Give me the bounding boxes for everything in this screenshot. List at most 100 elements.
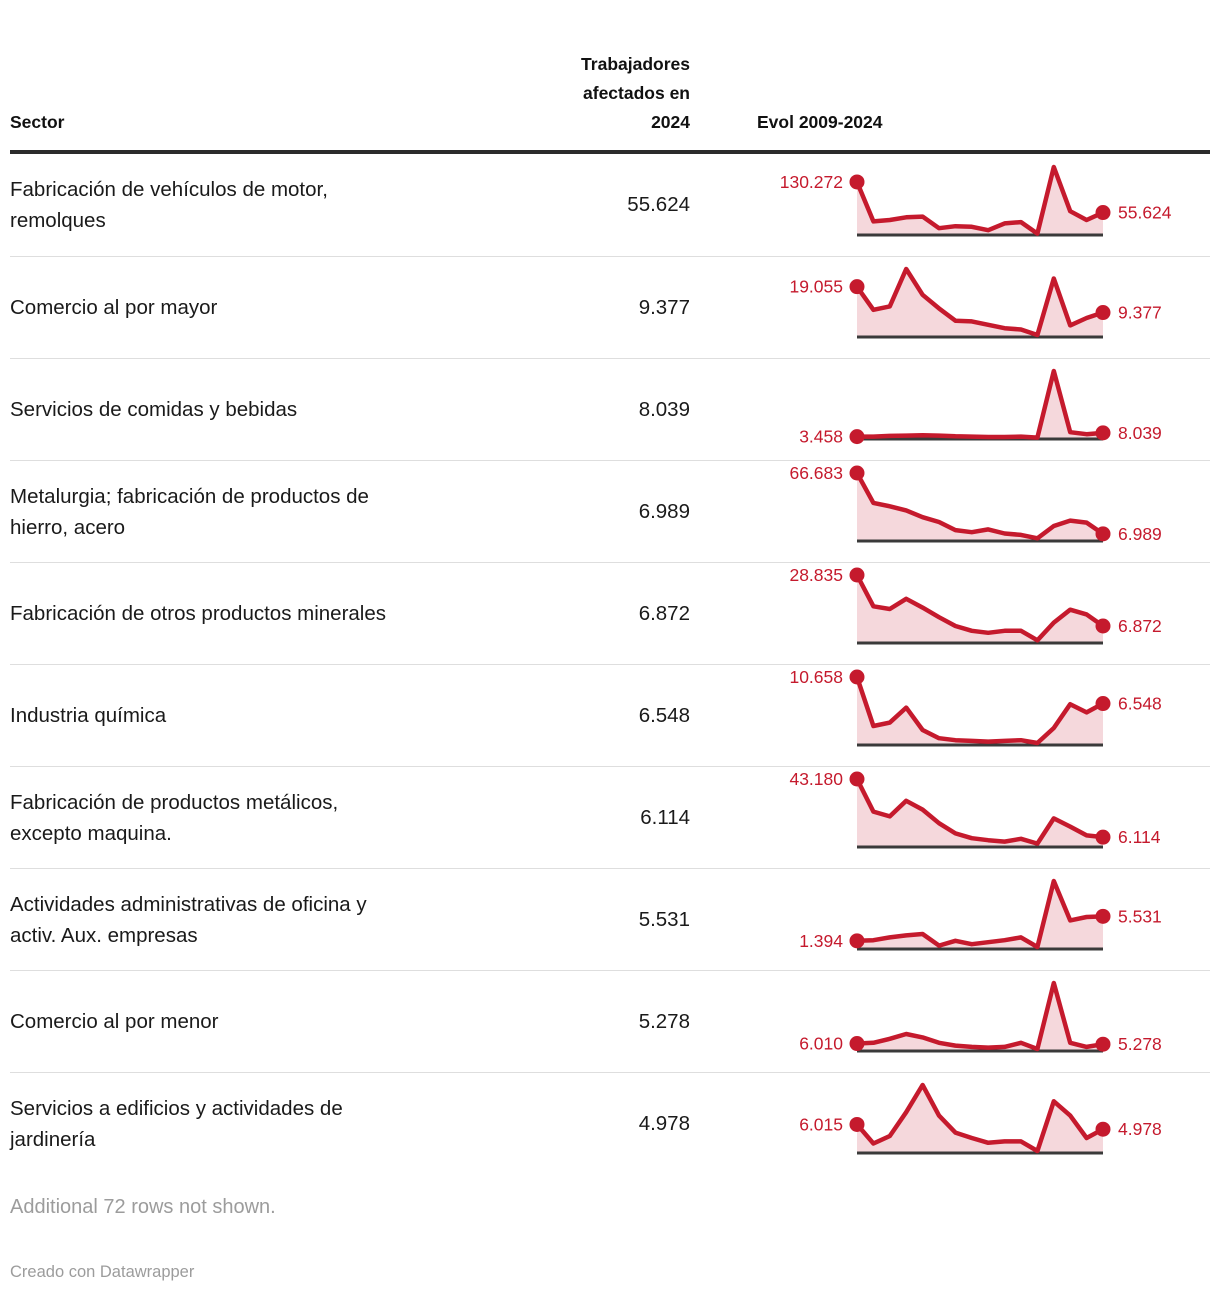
evolution-sparkline-cell: 1.394 5.531 (690, 869, 1210, 970)
sparkline-end-dot (1095, 618, 1111, 634)
sparkline-chart: 66.683 6.989 (789, 463, 1162, 544)
sparkline-end-label: 9.377 (1118, 303, 1162, 323)
sparkline-start-label: 6.010 (799, 1034, 843, 1054)
sparkline-end-label: 55.624 (1118, 203, 1172, 223)
sector-name-cell: Fabricación de vehículos de motor, remol… (10, 174, 480, 236)
table-row: Metalurgia; fabricación de productos de … (10, 460, 1210, 562)
sparkline-area (857, 371, 1103, 439)
sparkline-start-label: 130.272 (780, 172, 843, 192)
sparkline-line (854, 266, 1106, 338)
evolution-sparkline-cell: 6.015 4.978 (690, 1073, 1210, 1174)
sector-name: Comercio al por menor (10, 1010, 219, 1033)
sparkline-start-dot (849, 174, 865, 190)
sparkline-end-label: 6.989 (1118, 524, 1162, 544)
table-row: Servicios a edificios y actividades de j… (10, 1072, 1210, 1174)
sparkline-line (854, 470, 1106, 541)
sparkline-chart: 130.272 55.624 (780, 164, 1172, 237)
evolution-sparkline-cell: 130.272 55.624 (690, 154, 1210, 256)
table-row: Comercio al por mayor 9.377 19.055 9.377 (10, 256, 1210, 358)
affected-2024-value: 6.872 (638, 601, 690, 625)
sparkline-chart: 43.180 6.114 (789, 769, 1161, 849)
sparkline-chart: 1.394 5.531 (799, 878, 1162, 951)
table-row: Fabricación de vehículos de motor, remol… (10, 154, 1210, 256)
sparkline-area (857, 269, 1103, 337)
affected-2024-value: 5.278 (638, 1009, 690, 1033)
table-header: Sector Trabajadores afectados en 2024 Ev… (10, 0, 1210, 154)
col-header-sector: Sector (10, 112, 65, 132)
sparkline-end-label: 6.548 (1118, 694, 1162, 714)
affected-2024-value: 6.548 (638, 703, 690, 727)
sector-name-cell: Comercio al por mayor (10, 292, 480, 323)
affected-2024-value: 8.039 (638, 397, 690, 421)
sparkline-chart: 10.658 6.548 (789, 667, 1162, 747)
sparkline-line (854, 674, 1106, 746)
col-header-value: Trabajadores afectados en 2024 (480, 50, 690, 137)
sector-name-cell: Servicios a edificios y actividades de j… (10, 1093, 480, 1155)
sparkline-end-label: 5.278 (1118, 1034, 1162, 1054)
sparkline-start-dot (849, 465, 865, 481)
affected-2024-value: 4.978 (638, 1111, 690, 1135)
sparkline-chart: 19.055 9.377 (789, 266, 1162, 339)
sparkline-start-dot (849, 429, 865, 445)
sparkline-start-label: 28.835 (789, 565, 843, 585)
evolution-sparkline-cell: 10.658 6.548 (690, 665, 1210, 766)
sparkline-area (857, 983, 1103, 1051)
sparkline-area (857, 575, 1103, 643)
table-row: Fabricación de otros productos minerales… (10, 562, 1210, 664)
table-row: Servicios de comidas y bebidas 8.039 3.458… (10, 358, 1210, 460)
table-row: Comercio al por menor 5.278 6.010 5.278 (10, 970, 1210, 1072)
affected-2024-value: 6.989 (638, 499, 690, 523)
sparkline-chart: 28.835 6.872 (789, 565, 1162, 645)
sector-name-cell: Comercio al por menor (10, 1006, 480, 1037)
sector-name: Industria química (10, 704, 167, 727)
sparkline-line (854, 164, 1106, 236)
sparkline-end-label: 6.114 (1118, 827, 1161, 847)
sector-name-cell: Metalurgia; fabricación de productos de … (10, 481, 480, 543)
sector-name-cell: Fabricación de productos metálicos, exce… (10, 787, 480, 849)
evolution-sparkline-cell: 66.683 6.989 (690, 461, 1210, 562)
sparkline-area (857, 779, 1103, 847)
sparkline-start-dot (849, 771, 865, 787)
sparkline-chart: 6.010 5.278 (799, 980, 1162, 1054)
col-header-evol: Evol 2009-2024 (757, 112, 883, 132)
sparkline-line (854, 368, 1106, 440)
sparkline-area (857, 473, 1103, 541)
sector-name: Actividades administrativas de oficina y… (10, 892, 367, 947)
sparkline-end-dot (1095, 305, 1111, 321)
affected-2024-value: 6.114 (640, 805, 690, 829)
sparkline-start-dot (849, 669, 865, 685)
table-row: Actividades administrativas de oficina y… (10, 868, 1210, 970)
sparkline-line (854, 980, 1106, 1052)
affected-2024-value: 55.624 (627, 193, 690, 216)
sparkline-end-dot (1095, 908, 1111, 924)
evolution-sparkline-cell: 19.055 9.377 (690, 257, 1210, 358)
sparkline-start-dot (849, 279, 865, 295)
sparkline-end-dot (1095, 696, 1111, 712)
sector-name: Fabricación de vehículos de motor, remol… (10, 178, 328, 232)
sparkline-start-label: 6.015 (799, 1114, 843, 1134)
evolution-sparkline-cell: 6.010 5.278 (690, 971, 1210, 1072)
sparkline-chart: 3.458 8.039 (799, 368, 1162, 447)
sparkline-start-label: 10.658 (789, 667, 843, 687)
sparkline-end-dot (1095, 526, 1111, 542)
sector-name: Comercio al por mayor (10, 296, 218, 319)
sparkline-line (854, 878, 1106, 950)
sparkline-end-label: 4.978 (1118, 1119, 1162, 1139)
sector-name: Fabricación de otros productos minerales (10, 602, 387, 625)
sparkline-line (854, 776, 1106, 846)
sector-name-cell: Actividades administrativas de oficina y… (10, 889, 480, 951)
sector-name-cell: Servicios de comidas y bebidas (10, 394, 480, 425)
affected-2024-value: 9.377 (638, 295, 690, 319)
sparkline-line (854, 572, 1106, 643)
sparkline-start-label: 1.394 (799, 931, 843, 951)
table-row: Fabricación de productos metálicos, exce… (10, 766, 1210, 868)
evolution-sparkline-cell: 28.835 6.872 (690, 563, 1210, 664)
sparkline-area (857, 1085, 1103, 1153)
table-row: Industria química 6.548 10.658 6.548 (10, 664, 1210, 766)
sector-name: Servicios de comidas y bebidas (10, 398, 298, 421)
sector-name-cell: Industria química (10, 700, 480, 731)
rows-not-shown-note: Additional 72 rows not shown. (10, 1196, 276, 1218)
sparkline-start-label: 66.683 (789, 463, 843, 483)
sparkline-end-dot (1095, 829, 1111, 845)
